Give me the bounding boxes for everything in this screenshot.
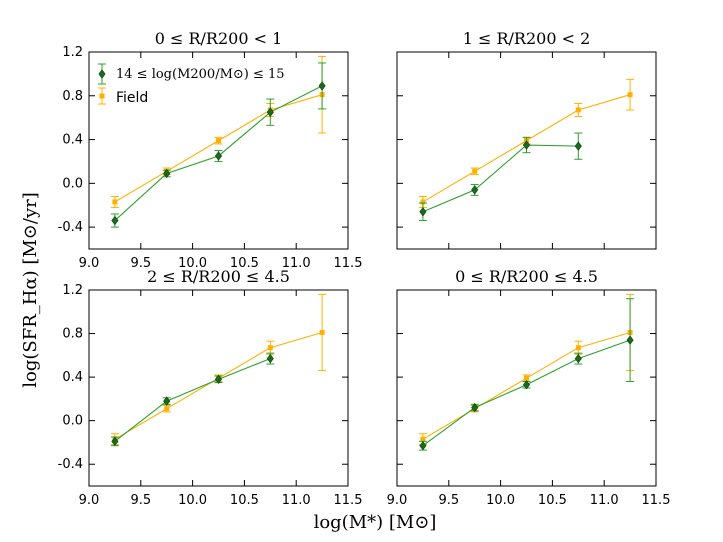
y-tick-label: 0.8: [62, 89, 83, 104]
plot-frame: [88, 51, 349, 250]
y-tick-label: 1.2: [62, 45, 83, 60]
cluster-point: [419, 207, 427, 217]
cluster-point: [626, 335, 634, 345]
x-tick-label: 10.5: [230, 256, 259, 271]
field-point: [420, 436, 426, 442]
x-tick-label: 10.5: [538, 493, 567, 508]
cluster-series-line: [422, 144, 579, 213]
cluster-point: [163, 168, 171, 179]
cluster-point: [574, 141, 582, 151]
y-tick-label: 0.0: [62, 176, 83, 191]
field-series-line: [114, 331, 323, 440]
cluster-point: [522, 140, 531, 150]
x-tick-label: 10.0: [486, 493, 515, 508]
y-tick-label: 0.0: [62, 414, 83, 429]
y-axis-label: log(SFR_Hα) [M⊙/yr]: [20, 192, 41, 388]
x-tick-label: 11.0: [282, 493, 311, 508]
field-point: [216, 138, 221, 144]
field-point: [472, 168, 478, 174]
cluster-series-line: [422, 339, 631, 447]
cluster-point: [522, 380, 531, 390]
legend-cluster-label: 14 ≤ log(M200/M⊙) ≤ 15: [116, 67, 285, 82]
x-tick-label: 9.5: [438, 493, 459, 508]
panel-3: 2 ≤ R/R200 ≤ 4.5 9.0 9.5 10.0 10.5 11.0 11.5 -0…: [58, 267, 363, 508]
panel-4: 0 ≤ R/R200 ≤ 4.5 9.0 9.5 10.0 10.5 11.0 11.5: [387, 267, 671, 508]
field-point: [575, 107, 581, 113]
panel-1: 0 ≤ R/R200 < 1 9.0 9.5 10.0 10.5 11.0 11.5 -0.4…: [58, 29, 363, 271]
x-tick-label: 10.5: [230, 493, 259, 508]
x-tick-label: 10.0: [178, 256, 207, 271]
panel-title: 0 ≤ R/R200 ≤ 4.5: [455, 267, 598, 286]
field-point: [112, 199, 118, 205]
y-tick-label: 1.2: [62, 283, 83, 298]
panel-title: 0 ≤ R/R200 < 1: [155, 29, 283, 48]
y-tick-label: -0.4: [58, 220, 83, 235]
legend-diamond: [98, 69, 106, 79]
x-tick-label: 9.5: [130, 256, 151, 271]
cluster-point: [266, 353, 274, 364]
panel-2: 1 ≤ R/R200 < 2: [396, 29, 657, 250]
y-tick-label: 0.8: [62, 327, 83, 342]
legend: 14 ≤ log(M200/M⊙) ≤ 15 Field: [98, 63, 285, 106]
cluster-point: [471, 185, 479, 195]
legend-cluster-marker: [98, 63, 106, 85]
cluster-point: [574, 353, 582, 364]
cluster-point: [318, 81, 326, 91]
cluster-series-line: [114, 358, 271, 442]
cluster-point: [471, 402, 479, 413]
cluster-point: [111, 215, 119, 226]
x-axis-label: log(M*) [M⊙]: [314, 512, 437, 533]
field-point: [164, 406, 170, 412]
x-tick-label: 9.0: [79, 493, 100, 508]
plot-frame: [396, 289, 657, 487]
panel-title: 1 ≤ R/R200 < 2: [463, 29, 591, 48]
plot-frame: [88, 289, 349, 487]
cluster-point: [111, 436, 119, 447]
plot-frame: [396, 51, 657, 250]
legend-field-label: Field: [116, 90, 148, 106]
field-point: [420, 199, 426, 205]
legend-field-marker: [98, 87, 106, 105]
cluster-point: [214, 151, 223, 161]
x-tick-label: 11.0: [590, 493, 619, 508]
x-tick-label: 11.5: [334, 256, 363, 271]
x-tick-label: 11.0: [282, 256, 311, 271]
x-tick-label: 10.0: [178, 493, 207, 508]
panel-title: 2 ≤ R/R200 ≤ 4.5: [147, 267, 290, 286]
y-tick-label: -0.4: [58, 457, 83, 472]
field-point: [575, 345, 581, 351]
cluster-point: [214, 374, 223, 384]
x-tick-label: 11.5: [642, 493, 671, 508]
x-tick-label: 9.0: [79, 256, 100, 271]
x-tick-label: 9.0: [387, 493, 408, 508]
x-tick-label: 9.5: [130, 493, 151, 508]
y-tick-label: 0.4: [62, 133, 83, 148]
panels: 0 ≤ R/R200 < 1 9.0 9.5 10.0 10.5 11.0 11.5 -0.4…: [58, 29, 671, 508]
cluster-point: [419, 441, 427, 451]
cluster-point: [266, 107, 274, 117]
field-point: [267, 345, 273, 351]
legend-square: [99, 93, 105, 99]
x-tick-label: 11.5: [334, 493, 363, 508]
field-point: [319, 329, 325, 335]
cluster-point: [163, 396, 171, 406]
field-point: [627, 92, 633, 98]
field-series-line: [114, 94, 323, 203]
field-point: [524, 375, 529, 381]
y-tick-label: 0.4: [62, 370, 83, 385]
